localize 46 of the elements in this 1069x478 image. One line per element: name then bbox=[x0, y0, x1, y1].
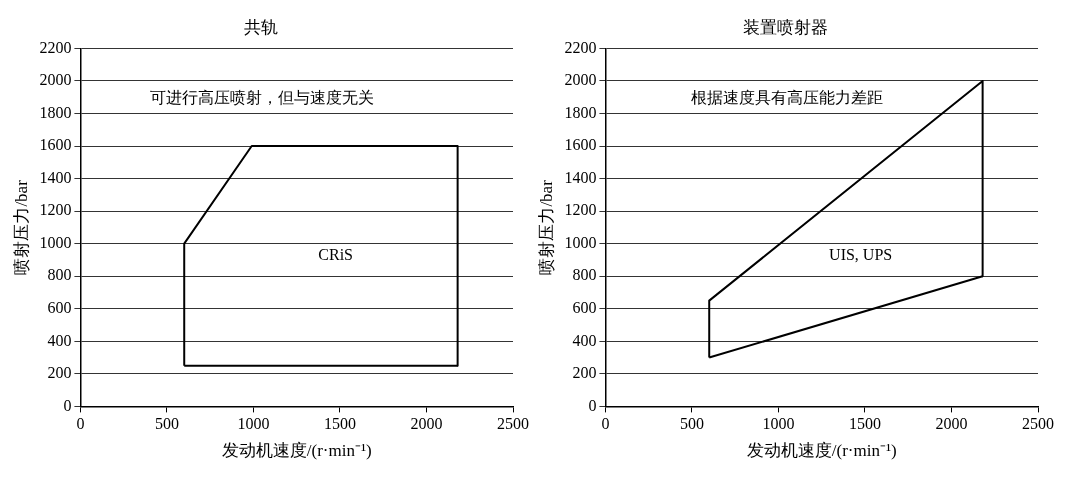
annotation: 可进行高压喷射，但与速度无关 bbox=[150, 88, 375, 106]
y-tick-label: 2200 bbox=[564, 38, 597, 56]
y-tick-label: 200 bbox=[572, 364, 597, 382]
y-tick-label: 600 bbox=[572, 298, 597, 316]
chart-title: 装置喷射器 bbox=[743, 17, 828, 37]
x-tick-label: 500 bbox=[154, 415, 179, 433]
annotation: 根据速度具有高压能力差距 bbox=[691, 88, 884, 106]
y-axis-title: 喷射压力/bar bbox=[536, 179, 556, 275]
y-tick-label: 0 bbox=[63, 396, 72, 414]
y-tick-label: 1200 bbox=[564, 201, 597, 219]
y-tick-label: 1400 bbox=[564, 168, 597, 186]
annotation: UIS, UPS bbox=[829, 246, 893, 264]
y-tick-label: 1800 bbox=[39, 103, 72, 121]
chart-title: 共轨 bbox=[243, 17, 278, 37]
y-tick-label: 2200 bbox=[39, 38, 72, 56]
x-tick-label: 2000 bbox=[935, 415, 968, 433]
x-axis-title: 发动机速度/(r·min⁻¹) bbox=[221, 441, 372, 461]
y-tick-label: 1600 bbox=[39, 136, 72, 154]
y-tick-label: 600 bbox=[47, 298, 72, 316]
y-tick-label: 400 bbox=[47, 331, 72, 349]
y-tick-label: 400 bbox=[572, 331, 597, 349]
x-tick-label: 1000 bbox=[237, 415, 270, 433]
y-tick-label: 1000 bbox=[564, 233, 597, 251]
y-tick-label: 200 bbox=[47, 364, 72, 382]
y-tick-label: 0 bbox=[588, 396, 597, 414]
y-tick-label: 1800 bbox=[564, 103, 597, 121]
y-axis-title: 喷射压力/bar bbox=[11, 179, 31, 275]
x-tick-label: 1500 bbox=[848, 415, 881, 433]
x-tick-label: 2000 bbox=[410, 415, 443, 433]
x-tick-label: 0 bbox=[601, 415, 610, 433]
x-tick-label: 1500 bbox=[323, 415, 356, 433]
x-tick-label: 1000 bbox=[762, 415, 795, 433]
y-tick-label: 800 bbox=[572, 266, 597, 284]
y-tick-label: 2000 bbox=[39, 71, 72, 89]
x-tick-label: 2500 bbox=[497, 415, 529, 433]
y-tick-label: 800 bbox=[47, 266, 72, 284]
x-tick-label: 0 bbox=[76, 415, 85, 433]
x-tick-label: 2500 bbox=[1022, 415, 1054, 433]
annotation: CRiS bbox=[318, 246, 353, 264]
y-tick-label: 1400 bbox=[39, 168, 72, 186]
y-tick-label: 1000 bbox=[39, 233, 72, 251]
y-tick-label: 1200 bbox=[39, 201, 72, 219]
y-tick-label: 2000 bbox=[564, 71, 597, 89]
y-tick-label: 1600 bbox=[564, 136, 597, 154]
x-axis-title: 发动机速度/(r·min⁻¹) bbox=[746, 441, 897, 461]
x-tick-label: 500 bbox=[679, 415, 704, 433]
